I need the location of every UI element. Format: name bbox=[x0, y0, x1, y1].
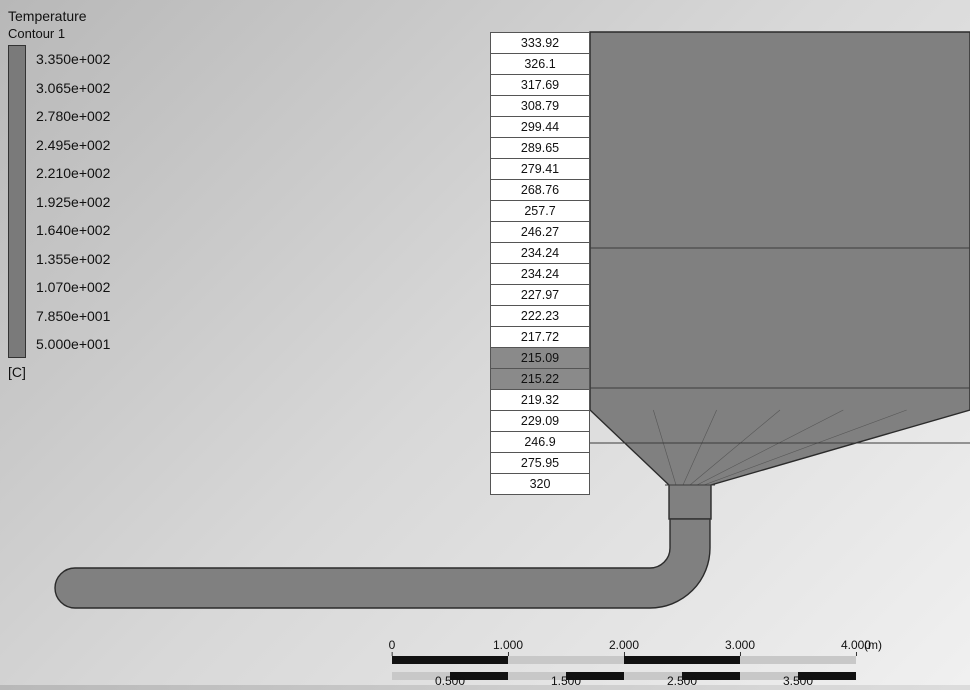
probe-value-cell: 308.79 bbox=[491, 96, 590, 117]
probe-value-cell: 227.97 bbox=[491, 285, 590, 306]
probe-value-cell: 275.95 bbox=[491, 453, 590, 474]
scale-segment bbox=[740, 656, 856, 664]
scale-half-tick-label: 2.500 bbox=[667, 674, 697, 688]
scale-segment bbox=[624, 656, 740, 664]
probe-value-cell: 217.72 bbox=[491, 327, 590, 348]
scale-segment bbox=[508, 656, 624, 664]
scale-ticks: 01.0002.0003.0004.000(m)0.5001.5002.5003… bbox=[392, 638, 906, 670]
probe-value-cell: 215.22 bbox=[491, 369, 590, 390]
probe-value-cell: 219.32 bbox=[491, 390, 590, 411]
probe-value-cell: 246.27 bbox=[491, 222, 590, 243]
scale-unit-label: (m) bbox=[864, 638, 882, 652]
scale-tick-label: 0 bbox=[389, 638, 396, 652]
probe-value-cell: 268.76 bbox=[491, 180, 590, 201]
geometry-svg bbox=[0, 0, 970, 685]
scale-half-tick-label: 1.500 bbox=[551, 674, 581, 688]
probe-value-cell: 333.92 bbox=[491, 33, 590, 54]
scale-half-tick-label: 3.500 bbox=[783, 674, 813, 688]
scale-tick-label: 2.000 bbox=[609, 638, 639, 652]
probe-value-cell: 279.41 bbox=[491, 159, 590, 180]
probe-value-cell: 229.09 bbox=[491, 411, 590, 432]
probe-value-table: 333.92326.1317.69308.79299.44289.65279.4… bbox=[490, 32, 590, 495]
probe-value-cell: 299.44 bbox=[491, 117, 590, 138]
scale-strip-top bbox=[392, 656, 906, 664]
probe-value-cell: 320 bbox=[491, 474, 590, 495]
probe-value-cell: 234.24 bbox=[491, 264, 590, 285]
scale-tick-label: 3.000 bbox=[725, 638, 755, 652]
scale-strip-bottom bbox=[392, 672, 906, 680]
scale-bar: 01.0002.0003.0004.000(m)0.5001.5002.5003… bbox=[392, 638, 906, 670]
scale-tick-label: 1.000 bbox=[493, 638, 523, 652]
probe-value-cell: 326.1 bbox=[491, 54, 590, 75]
scale-segment bbox=[392, 656, 508, 664]
probe-value-cell: 234.24 bbox=[491, 243, 590, 264]
probe-value-cell: 317.69 bbox=[491, 75, 590, 96]
probe-value-cell: 215.09 bbox=[491, 348, 590, 369]
probe-value-cell: 289.65 bbox=[491, 138, 590, 159]
probe-value-cell: 222.23 bbox=[491, 306, 590, 327]
probe-value-cell: 246.9 bbox=[491, 432, 590, 453]
probe-value-cell: 257.7 bbox=[491, 201, 590, 222]
scale-half-tick-label: 0.500 bbox=[435, 674, 465, 688]
geometry-viewport bbox=[0, 0, 970, 685]
